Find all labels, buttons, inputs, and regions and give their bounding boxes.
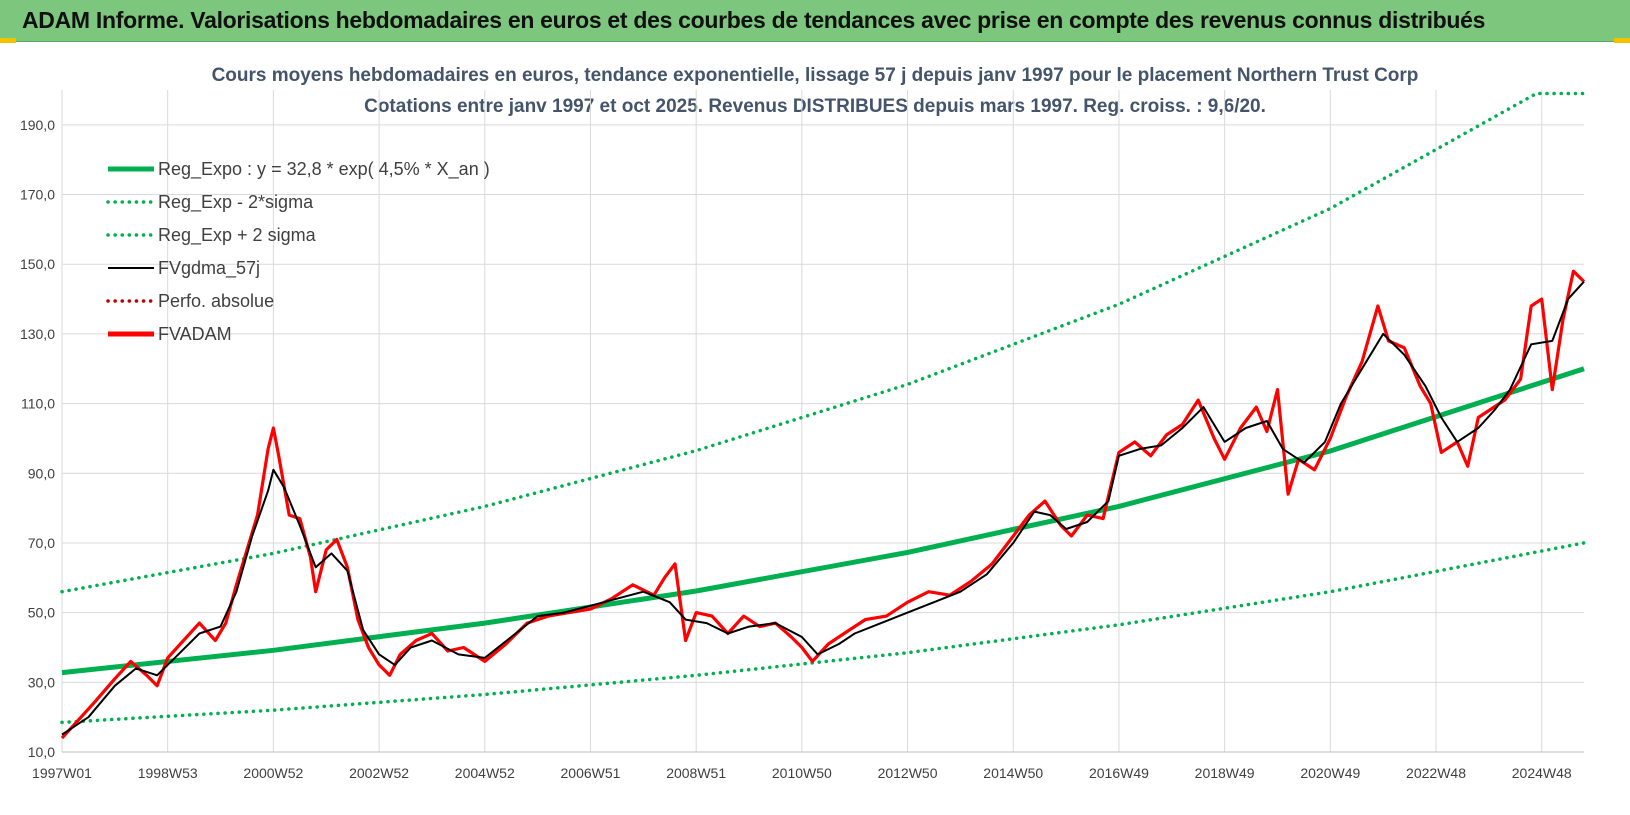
x-tick-label: 2004W52	[455, 765, 515, 781]
x-tick-label: 2016W49	[1089, 765, 1149, 781]
series-line-3	[61, 280, 1585, 736]
chart-title: Cours moyens hebdomadaires en euros, ten…	[211, 65, 1419, 86]
legend-label: FVgdma_57j	[158, 258, 260, 279]
y-tick-label: 110,0	[21, 396, 55, 412]
y-tick-label: 130,0	[20, 326, 55, 342]
series-line-2	[60, 91, 1586, 594]
x-tick-label: 2010W50	[772, 765, 832, 781]
x-tick-label: 2012W50	[878, 765, 938, 781]
chart-area: Cours moyens hebdomadaires en euros, ten…	[0, 42, 1630, 815]
corner-marker-left	[0, 38, 16, 43]
series-line-1	[60, 541, 1586, 725]
x-tick-label: 2024W48	[1512, 765, 1572, 781]
banner: ADAM Informe. Valorisations hebdomadaire…	[0, 0, 1630, 42]
x-tick-label: 2022W48	[1406, 765, 1466, 781]
x-tick-label: 2018W49	[1195, 765, 1255, 781]
legend-label: Reg_Exp + 2 sigma	[158, 225, 317, 246]
legend-label: FVADAM	[158, 324, 232, 344]
y-tick-label: 70,0	[28, 535, 55, 551]
y-tick-label: 10,0	[28, 744, 55, 760]
corner-marker-right	[1614, 38, 1630, 43]
banner-title: ADAM Informe. Valorisations hebdomadaire…	[22, 7, 1486, 33]
x-tick-label: 1998W53	[138, 765, 198, 781]
y-tick-label: 30,0	[28, 674, 55, 690]
legend-label: Reg_Exp - 2*sigma	[158, 192, 314, 213]
x-tick-label: 2002W52	[349, 765, 409, 781]
series-line-0	[61, 366, 1585, 676]
chart-svg: 10,0 30,0 50,0 70,0 90,0 110,0 130,0 150,0 170,0…	[20, 90, 1586, 781]
legend-label: Perfo. absolue	[158, 291, 274, 311]
y-tick-label: 150,0	[20, 256, 55, 272]
x-tick-label: 2000W52	[243, 765, 303, 781]
y-tick-label: 190,0	[20, 117, 55, 133]
y-tick-label: 50,0	[28, 605, 55, 621]
x-tick-label: 2014W50	[983, 765, 1043, 781]
x-tick-label: 2008W51	[666, 765, 726, 781]
x-tick-label: 2020W49	[1300, 765, 1360, 781]
series-line-5	[60, 269, 1586, 740]
y-tick-label: 90,0	[28, 465, 55, 481]
chart-subtitle: Cotations entre janv 1997 et oct 2025. R…	[364, 96, 1266, 117]
x-tick-label: 1997W01	[32, 765, 92, 781]
y-tick-label: 170,0	[20, 187, 55, 203]
legend-label: Reg_Expo : y = 32,8 * exp( 4,5% * X_an )	[158, 159, 490, 180]
x-tick-label: 2006W51	[561, 765, 621, 781]
